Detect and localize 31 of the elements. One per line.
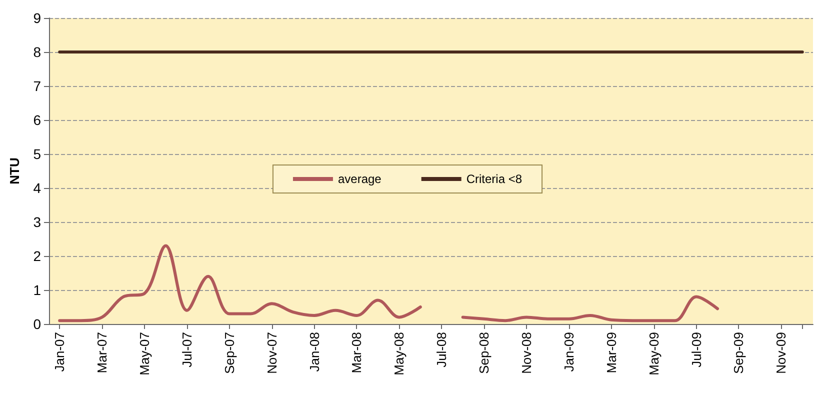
y-tick-label: 0 bbox=[33, 316, 42, 332]
x-tick-label: May-08 bbox=[392, 332, 407, 376]
y-tick-label: 5 bbox=[33, 146, 42, 162]
x-tick-label: Jan-08 bbox=[306, 332, 322, 372]
x-tick-label: Mar-09 bbox=[604, 332, 619, 374]
y-tick-label: 9 bbox=[33, 10, 42, 26]
x-tick-label: Sep-07 bbox=[222, 332, 237, 374]
x-tick-label: May-09 bbox=[646, 332, 662, 376]
legend-label: Criteria <8 bbox=[466, 172, 522, 186]
y-axis-title: NTU bbox=[7, 158, 22, 184]
y-tick-label: 4 bbox=[33, 180, 42, 196]
x-tick-label: Jan-09 bbox=[561, 332, 576, 372]
y-tick-label: 2 bbox=[33, 248, 42, 264]
x-tick-label: Sep-08 bbox=[476, 332, 492, 374]
y-tick-label: 1 bbox=[33, 282, 42, 298]
x-tick-label: Jul-07 bbox=[179, 332, 194, 368]
legend-label: average bbox=[338, 172, 382, 186]
y-tick-label: 6 bbox=[33, 112, 42, 128]
x-tick-label: Nov-09 bbox=[774, 332, 789, 374]
x-tick-label: Mar-07 bbox=[94, 332, 110, 374]
x-tick-label: Nov-07 bbox=[264, 332, 280, 374]
x-tick-label: Sep-09 bbox=[731, 332, 746, 374]
y-tick-label: 8 bbox=[33, 44, 42, 60]
x-tick-label: Nov-08 bbox=[519, 332, 534, 374]
y-tick-label: 3 bbox=[33, 214, 42, 230]
x-tick-label: Jan-07 bbox=[52, 332, 68, 372]
x-tick-label: May-07 bbox=[137, 332, 152, 376]
x-tick-label: Jul-09 bbox=[688, 332, 704, 368]
x-tick-label: Jul-08 bbox=[434, 332, 450, 368]
y-tick-label: 7 bbox=[33, 78, 42, 94]
x-tick-label: Mar-08 bbox=[349, 332, 364, 374]
